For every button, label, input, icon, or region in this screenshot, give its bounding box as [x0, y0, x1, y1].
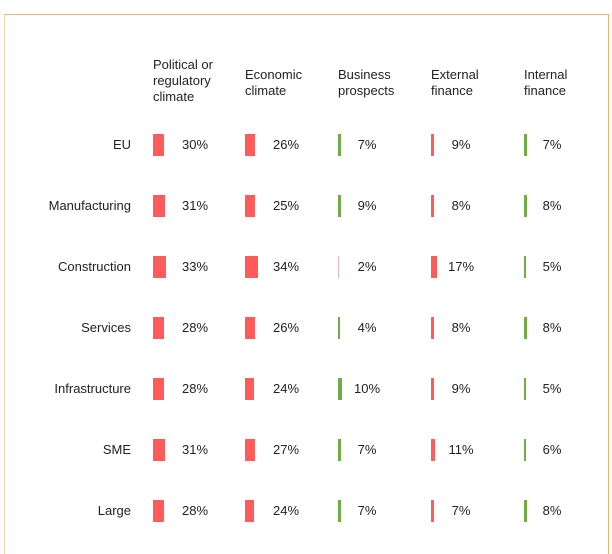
bar [431, 378, 435, 400]
bar [431, 500, 434, 522]
value-label: 7% [451, 503, 471, 518]
value-label: 34% [272, 259, 300, 274]
value-label: 28% [181, 381, 209, 396]
value-label: 7% [357, 442, 377, 457]
bar [431, 439, 436, 461]
bar [524, 134, 527, 156]
value-label: 8% [542, 198, 562, 213]
bar [431, 256, 438, 278]
bar [338, 317, 340, 339]
bar [245, 195, 255, 217]
bar [338, 439, 341, 461]
value-label: 7% [357, 503, 377, 518]
value-label: 8% [542, 503, 562, 518]
value-label: 25% [272, 198, 300, 213]
value-label: 17% [447, 259, 475, 274]
value-label: 10% [353, 381, 381, 396]
bar [153, 256, 166, 278]
bar [338, 195, 342, 217]
value-label: 28% [181, 503, 209, 518]
value-label: 9% [451, 137, 471, 152]
bar [338, 378, 342, 400]
value-label: 9% [357, 198, 377, 213]
bar [153, 195, 165, 217]
value-label: 9% [451, 381, 471, 396]
bar [338, 134, 341, 156]
column-header: Economic climate [245, 67, 303, 98]
bar [524, 256, 526, 278]
value-label: 6% [542, 442, 562, 457]
value-label: 8% [451, 320, 471, 335]
value-label: 5% [542, 381, 562, 396]
row-label: Services [81, 320, 131, 335]
row-label: Construction [58, 259, 131, 274]
column-header: Internal finance [524, 67, 568, 98]
value-label: 24% [272, 381, 300, 396]
bar [431, 317, 435, 339]
column-header: Business prospects [338, 67, 395, 98]
bar [153, 500, 164, 522]
value-label: 26% [272, 320, 300, 335]
bar [153, 317, 164, 339]
value-label: 28% [181, 320, 209, 335]
value-label: 31% [181, 442, 209, 457]
value-label: 33% [181, 259, 209, 274]
bar [524, 378, 526, 400]
row-label: Manufacturing [48, 198, 131, 213]
value-label: 31% [181, 198, 209, 213]
row-label: Infrastructure [54, 381, 131, 396]
row-label: EU [112, 137, 131, 152]
bar [338, 500, 341, 522]
bar [338, 256, 339, 278]
value-label: 30% [181, 137, 209, 152]
bar [245, 256, 258, 278]
bar [524, 317, 528, 339]
bar [245, 439, 256, 461]
value-label: 4% [357, 320, 377, 335]
bar [153, 439, 165, 461]
row-label: SME [102, 442, 131, 457]
bar [431, 195, 435, 217]
value-label: 11% [448, 442, 474, 457]
value-label: 8% [451, 198, 471, 213]
value-label: 7% [542, 137, 562, 152]
row-label: Large [97, 503, 131, 518]
bar [245, 500, 255, 522]
value-label: 7% [357, 137, 377, 152]
page: (() => { const data = JSON.parse(documen… [4, 14, 609, 554]
bar [431, 134, 435, 156]
bar [245, 134, 255, 156]
bar [153, 378, 164, 400]
value-label: 26% [272, 137, 300, 152]
bar [524, 439, 527, 461]
bar [245, 378, 255, 400]
value-label: 2% [357, 259, 377, 274]
value-label: 27% [272, 442, 300, 457]
column-header: External finance [431, 67, 479, 98]
bar [524, 500, 528, 522]
bar [524, 195, 528, 217]
value-label: 24% [272, 503, 300, 518]
value-label: 5% [542, 259, 562, 274]
value-label: 8% [542, 320, 562, 335]
column-header: Political or regulatory climate [153, 57, 213, 104]
bar [153, 134, 165, 156]
chart-frame [4, 14, 609, 554]
bar [245, 317, 255, 339]
